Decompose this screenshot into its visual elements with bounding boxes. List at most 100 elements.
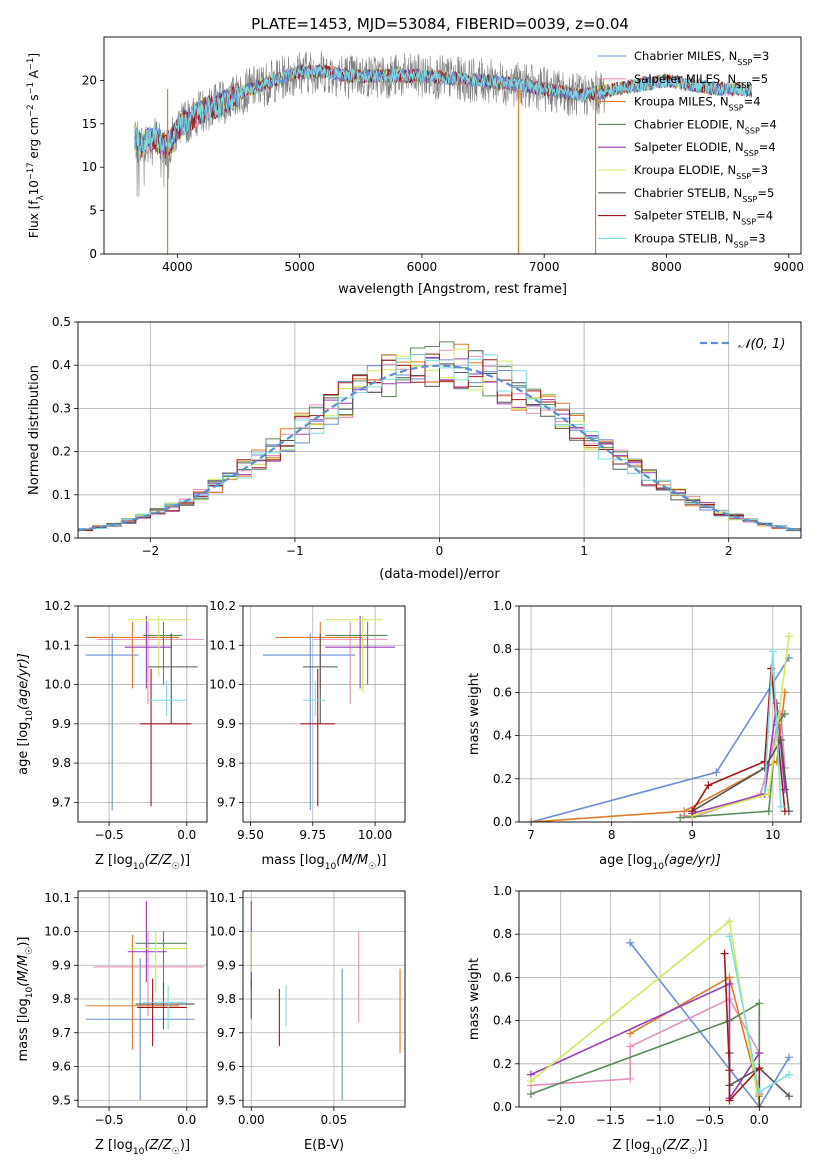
y-tick-label: 0 — [89, 247, 97, 261]
x-tick-label: 10 — [765, 828, 780, 842]
y-tick-label: 0.0 — [493, 815, 512, 829]
weight-marker — [755, 1064, 764, 1073]
y-axis-label: age [log10(age/yr)] — [16, 653, 35, 775]
axes-z-vs-age: −0.5 0.0 9.7 9.8 9.9 10.0 10.1 10.2 Z [log10(Z/Z… — [16, 599, 208, 872]
y-axis-label: mass weight — [467, 958, 482, 1040]
y-tick-label: 0.4 — [52, 358, 71, 372]
x-axis-label: age [log10(age/yr)] — [599, 853, 721, 872]
y-tick-label: 10.1 — [209, 891, 236, 905]
weight-line — [629, 942, 790, 1107]
x-tick-label: 1 — [580, 544, 588, 558]
x-tick-label: −1.5 — [596, 1113, 625, 1127]
y-tick-label: 10.0 — [44, 678, 71, 692]
y-tick-label: 0.8 — [493, 927, 512, 941]
weight-marker — [785, 1053, 794, 1062]
weight-marker — [688, 807, 697, 816]
y-tick-label: 0.2 — [493, 772, 512, 786]
y-tick-label: 1.0 — [493, 599, 512, 613]
y-tick-label: 0.0 — [52, 531, 71, 545]
axes-mass-vs-age: 9.50 9.75 10.00 9.7 9.8 9.9 10.0 10.1 10.2 mass [… — [209, 599, 406, 872]
x-tick-label: 7 — [527, 828, 535, 842]
weight-marker — [680, 807, 689, 816]
plot-area — [85, 901, 204, 1101]
axes-frame — [518, 605, 802, 823]
weight-marker — [526, 1090, 535, 1099]
x-tick-label: −0.5 — [95, 828, 124, 842]
weight-marker — [626, 938, 635, 947]
y-tick-label: 9.8 — [217, 992, 236, 1006]
weight-line — [530, 919, 761, 1107]
weight-marker — [764, 807, 773, 816]
weight-marker — [760, 757, 769, 766]
y-tick-label: 9.6 — [217, 1060, 236, 1074]
x-axis-label: mass [log10(M/M☉)] — [262, 853, 387, 872]
weight-marker — [785, 1092, 794, 1101]
y-tick-label: 9.9 — [217, 958, 236, 972]
x-tick-label: 9000 — [773, 260, 804, 274]
plot-area — [85, 615, 204, 811]
legend-label: Chabrier ELODIE, NSSP=4 — [634, 117, 777, 135]
y-tick-label: 0.3 — [52, 401, 71, 415]
x-tick-label: −0.5 — [95, 1113, 124, 1127]
legend: 𝒩(0, 1) — [700, 337, 785, 352]
weight-marker — [725, 1096, 734, 1105]
weight-line — [531, 692, 786, 822]
x-axis-label: Z [log10(Z/Z☉)] — [612, 1138, 707, 1157]
x-tick-label: 4000 — [162, 260, 193, 274]
x-tick-label: 0.00 — [238, 1113, 265, 1127]
legend-label: Chabrier STELIB, NSSP=5 — [634, 186, 774, 204]
y-tick-label: 10.0 — [209, 678, 236, 692]
weight-marker — [527, 818, 536, 822]
legend-label: Kroupa ELODIE, NSSP=3 — [634, 163, 768, 181]
plot-area — [250, 901, 401, 1101]
x-tick-label: 0.0 — [177, 828, 196, 842]
y-tick-label: 10.1 — [209, 638, 236, 652]
legend-label: 𝒩(0, 1) — [738, 337, 785, 352]
x-tick-label: 0.0 — [177, 1113, 196, 1127]
y-tick-label: 0.2 — [493, 1057, 512, 1071]
weight-marker — [755, 999, 764, 1008]
weight-line — [691, 737, 790, 812]
axes-age-weights: 7 8 9 10 0.0 0.2 0.4 0.6 0.8 1.0 age [log10(age/yr… — [467, 599, 802, 872]
x-tick-label: 6000 — [407, 260, 438, 274]
weight-marker — [712, 768, 721, 777]
weight-marker — [784, 632, 793, 641]
y-tick-label: 9.7 — [52, 1026, 71, 1040]
weight-marker — [785, 1070, 794, 1079]
y-tick-label: 0.4 — [493, 1014, 512, 1028]
y-tick-label: 0.1 — [52, 488, 71, 502]
y-tick-label: 9.6 — [52, 1060, 71, 1074]
y-tick-label: 9.8 — [52, 992, 71, 1006]
weight-marker — [776, 802, 785, 811]
y-tick-label: 0.0 — [493, 1100, 512, 1114]
y-tick-label: 9.8 — [52, 756, 71, 770]
y-tick-label: 9.7 — [52, 795, 71, 809]
legend-label: Chabrier MILES, NSSP=3 — [634, 49, 769, 67]
weight-marker — [725, 932, 734, 941]
weight-marker — [725, 1066, 734, 1075]
weight-marker — [780, 807, 789, 816]
legend: Chabrier MILES, NSSP=3 Salpeter MILES, NS… — [598, 49, 777, 249]
legend-label: Kroupa STELIB, NSSP=3 — [634, 231, 766, 249]
y-tick-label: 1.0 — [493, 884, 512, 898]
plot-area — [78, 341, 801, 532]
weight-marker — [720, 949, 729, 958]
weight-marker — [704, 781, 713, 790]
y-axis-label: mass weight — [467, 673, 482, 755]
x-tick-label: −2 — [141, 544, 159, 558]
x-tick-label: −0.5 — [695, 1113, 724, 1127]
x-tick-label: 8000 — [651, 260, 682, 274]
weight-marker — [725, 979, 734, 988]
axes-frame — [103, 36, 802, 255]
y-tick-label: 10.0 — [209, 925, 236, 939]
y-axis-label: Flux [fλ10−17 erg cm−2 s−1 A−1] — [25, 53, 45, 238]
weight-line — [530, 982, 760, 1102]
plot-area — [134, 50, 753, 254]
figure-title: PLATE=1453, MJD=53084, FIBERID=0039, z=0… — [251, 15, 629, 33]
y-axis-label: Normed distribution — [27, 365, 42, 495]
y-tick-label: 9.9 — [52, 717, 71, 731]
x-axis-label: (data-model)/error — [379, 567, 500, 582]
axes-frame — [242, 605, 406, 823]
y-tick-label: 10.2 — [44, 599, 71, 613]
x-tick-label: −1.0 — [645, 1113, 674, 1127]
